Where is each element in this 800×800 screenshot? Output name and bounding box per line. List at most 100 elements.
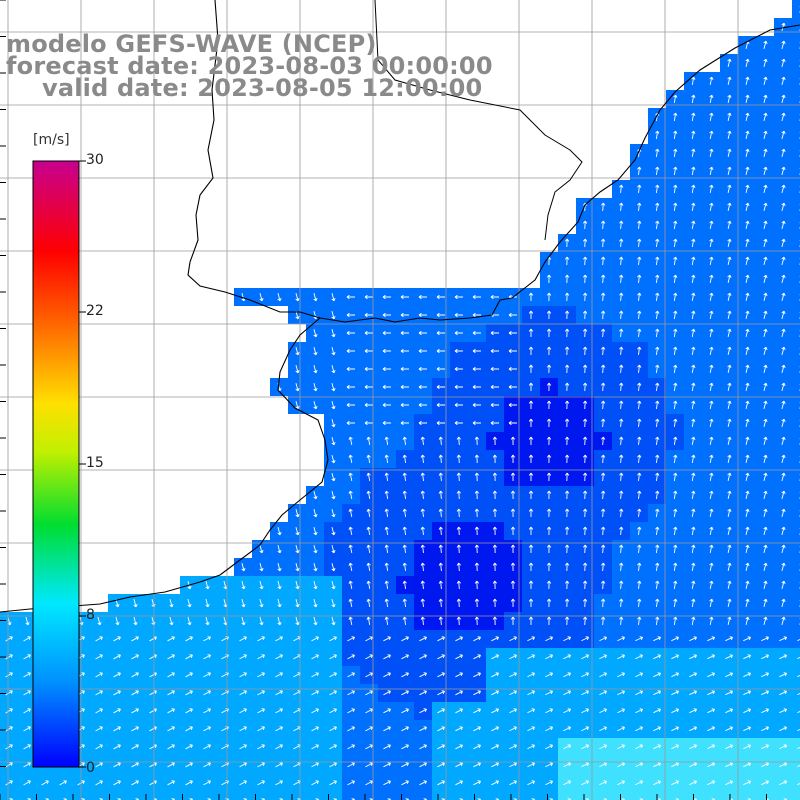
wind-arrow [455,672,463,678]
wind-arrow [779,654,788,660]
wind-arrow [763,202,768,211]
wind-arrow [619,454,624,464]
wind-arrow [655,310,660,320]
wind-arrow [311,780,319,786]
wind-arrow [492,562,498,572]
wind-arrow [348,598,353,608]
wind-arrow [528,418,534,428]
wind-arrow [564,544,570,554]
wind-arrow [509,780,517,786]
wind-arrow [707,690,716,696]
wind-arrow [637,382,642,392]
wind-arrow [474,580,480,590]
wind-arrow [365,780,373,786]
wind-arrow [763,562,768,571]
wind-arrow [528,346,534,356]
field-cell [792,378,800,396]
field-cell [270,792,288,800]
wind-arrow [564,508,570,518]
wind-arrow [673,598,678,608]
wind-arrow [781,148,786,157]
wind-arrow [599,654,607,660]
wind-arrow [241,581,246,590]
wind-arrow [492,526,498,536]
wind-arrow [655,220,660,230]
wind-arrow [581,780,589,786]
wind-arrow [472,402,481,408]
field-cell [792,522,800,540]
wind-arrow [384,508,389,518]
wind-arrow [781,238,786,247]
wind-arrow [510,490,516,500]
colorbar-tick-0: 0 [86,760,95,776]
wind-arrow [5,726,13,732]
wind-arrow [313,401,318,410]
wind-arrow [619,544,624,554]
wind-arrow [745,490,750,499]
wind-arrow [619,274,624,284]
wind-arrow [95,672,103,678]
wind-arrow [239,744,247,750]
wind-arrow [5,762,13,768]
wind-arrow [689,726,698,732]
wind-arrow [655,364,660,374]
field-cell [792,648,800,666]
wind-arrow [23,762,31,768]
colorbar-tick-22: 22 [86,303,104,319]
wind-arrow [420,490,425,500]
wind-arrow [619,310,624,320]
wind-arrow [331,311,336,320]
wind-arrow [637,328,642,338]
wind-arrow [637,562,642,572]
wind-arrow [546,472,552,482]
field-cell [234,792,252,800]
wind-arrow [727,166,732,176]
wind-arrow [95,690,103,696]
wind-arrow [546,346,552,356]
wind-arrow [420,616,425,626]
wind-arrow [582,238,588,248]
wind-arrow [474,526,480,536]
wind-arrow [454,312,463,318]
field-cell [774,792,792,800]
field-cell [792,630,800,648]
field-cell [486,792,504,800]
field-cell [792,144,800,162]
wind-arrow [617,762,626,768]
wind-arrow [295,545,300,554]
wind-arrow [510,454,516,464]
wind-arrow [727,184,732,194]
wind-arrow [311,744,319,750]
wind-arrow [527,654,535,660]
wind-arrow [508,312,517,318]
wind-arrow [601,364,606,374]
wind-arrow [745,382,750,391]
wind-arrow [781,220,786,229]
wind-arrow [437,654,445,660]
wind-arrow [745,220,750,229]
wind-arrow [331,509,336,518]
wind-arrow [473,636,481,642]
wind-arrow [492,472,498,482]
wind-arrow [383,636,391,642]
wind-arrow [637,526,642,536]
wind-arrow [725,690,734,696]
field-cell [378,792,396,800]
wind-arrow [384,490,389,500]
field-cell [792,702,800,720]
wind-arrow [727,112,732,122]
wind-arrow [257,672,265,678]
wind-arrow [761,654,770,660]
wind-arrow [348,472,353,482]
wind-arrow [113,636,121,642]
wind-arrow [473,726,481,732]
wind-arrow [564,562,570,572]
wind-arrow [709,220,714,230]
wind-arrow [546,616,552,626]
wind-arrow [601,418,606,428]
wind-arrow [691,76,696,86]
wind-arrow [474,454,480,464]
wind-arrow [185,708,193,714]
wind-arrow [781,328,786,337]
